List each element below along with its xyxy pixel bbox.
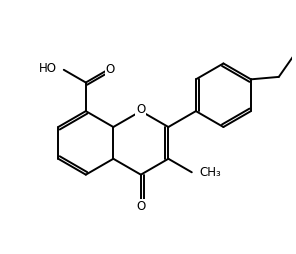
Text: CH₃: CH₃ <box>200 166 222 179</box>
Text: O: O <box>136 103 145 116</box>
Text: HO: HO <box>38 62 57 75</box>
Text: O: O <box>136 200 145 213</box>
Text: O: O <box>105 63 115 76</box>
